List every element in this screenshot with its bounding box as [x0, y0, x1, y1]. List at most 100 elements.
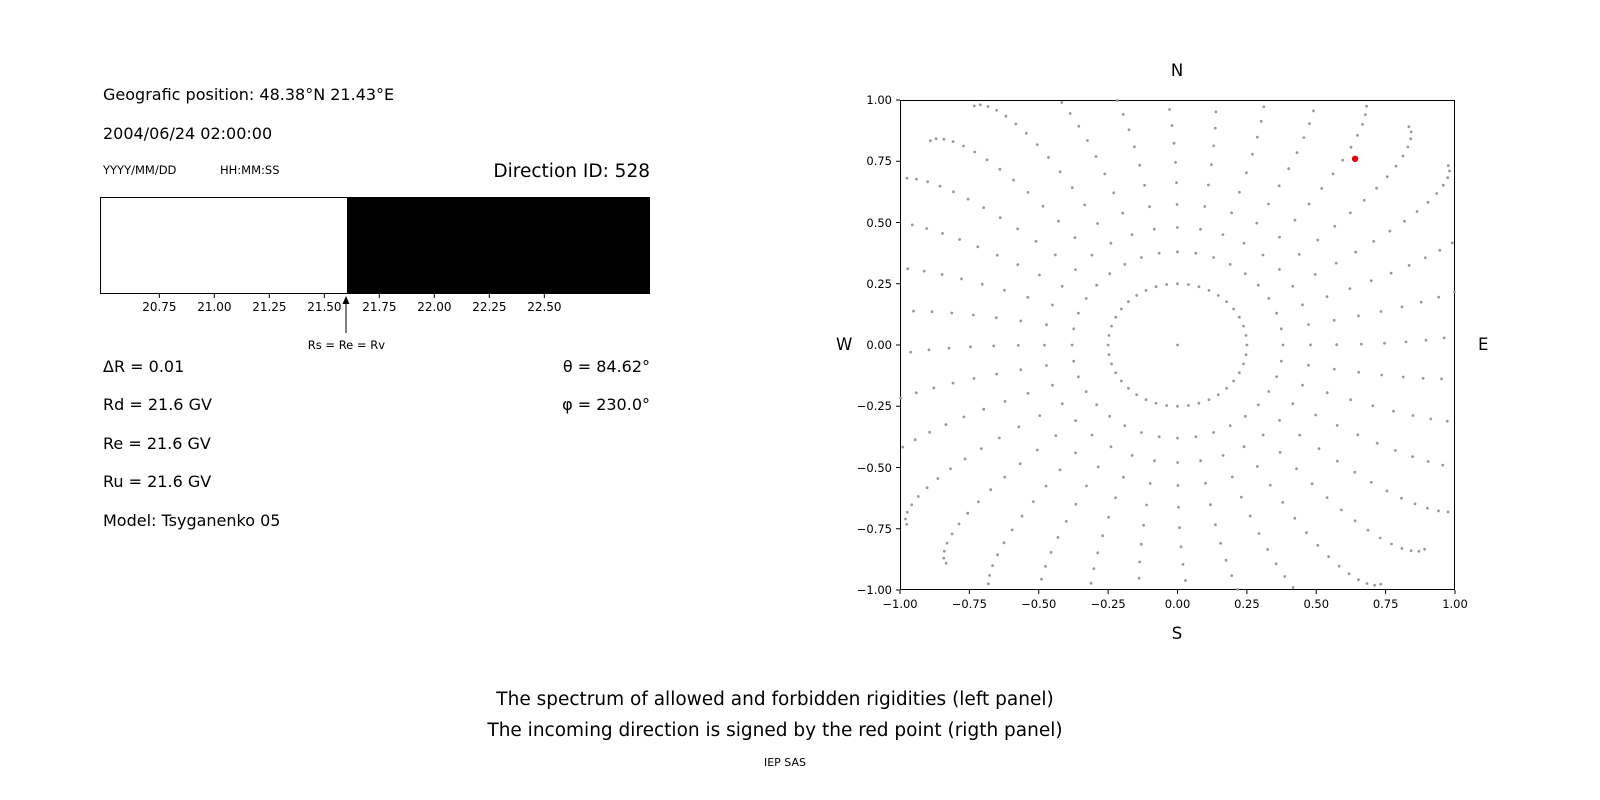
y-tick-label: 0.25 — [866, 276, 892, 291]
direction-dot — [1184, 579, 1187, 582]
forbidden-region — [346, 198, 649, 293]
direction-dot — [944, 423, 948, 426]
direction-dot — [910, 503, 914, 507]
y-tick-label: 1.00 — [866, 93, 892, 107]
direction-dot — [1092, 567, 1096, 571]
direction-dot — [1109, 445, 1113, 449]
direction-plot-panel: N S W E −1.00 −0.75 −0.50 −0.25 0.00 0.25 0.50… — [830, 55, 1525, 680]
direction-dot — [1074, 502, 1078, 506]
direction-dot — [1199, 459, 1203, 463]
direction-dot — [1278, 419, 1281, 422]
direction-dot — [1138, 560, 1142, 564]
direction-dot — [1213, 126, 1217, 130]
direction-dot — [1095, 283, 1099, 287]
tick-mark — [213, 294, 215, 298]
direction-dot — [899, 396, 902, 400]
direction-dot — [1348, 287, 1352, 290]
x-tick-label: 0.50 — [1303, 597, 1330, 611]
spectrum-tick: 22.50 — [527, 294, 562, 314]
direction-dot — [1409, 137, 1413, 141]
tick-mark — [433, 294, 435, 298]
direction-dot — [1225, 300, 1228, 304]
direction-dot — [1086, 139, 1089, 142]
direction-dot — [1317, 447, 1321, 450]
direction-dot — [1232, 379, 1235, 383]
direction-dot — [950, 532, 954, 536]
direction-dot — [926, 180, 929, 184]
direction-dot — [929, 139, 932, 143]
direction-dot — [1407, 264, 1411, 267]
direction-dot — [1445, 419, 1449, 423]
direction-dot — [996, 553, 999, 557]
direction-dot — [1010, 528, 1014, 532]
direction-dot — [982, 407, 986, 411]
direction-dot — [1307, 323, 1310, 326]
direction-dot — [1207, 398, 1211, 401]
direction-dot — [1316, 544, 1320, 547]
direction-dot — [912, 309, 915, 313]
direction-dot — [1378, 536, 1382, 540]
direction-dot — [914, 391, 918, 395]
direction-dot — [942, 556, 946, 560]
direction-dot — [1332, 367, 1336, 371]
direction-dot — [1437, 509, 1440, 513]
direction-dot — [957, 522, 961, 526]
y-tick-label: −0.75 — [856, 521, 892, 536]
direction-dot — [1157, 435, 1161, 439]
direction-dot — [1242, 241, 1246, 245]
direction-dot — [915, 177, 918, 181]
direction-dot — [1123, 263, 1127, 266]
direction-dot — [1278, 235, 1281, 239]
direction-dot — [1312, 109, 1315, 113]
direction-dot — [1369, 279, 1373, 283]
direction-dot — [1073, 236, 1077, 240]
direction-dot — [1114, 496, 1117, 500]
direction-dot — [1429, 417, 1433, 421]
direction-dot — [1262, 105, 1266, 109]
direction-dot — [1228, 424, 1232, 427]
direction-dot — [1077, 375, 1080, 379]
direction-dot — [1424, 256, 1427, 260]
direction-dot — [1364, 113, 1367, 116]
direction-dot — [979, 103, 982, 107]
datetime: 2004/06/24 02:00:00 — [103, 124, 273, 143]
spectrum-tick: 22.00 — [417, 294, 452, 314]
direction-dot — [1365, 104, 1368, 108]
direction-dot — [1242, 362, 1245, 366]
direction-dot — [1172, 141, 1176, 145]
direction-dot — [1259, 119, 1263, 123]
direction-dot — [1297, 253, 1301, 256]
param-delta-r: ΔR = 0.01 — [103, 357, 185, 376]
direction-dot — [1130, 454, 1134, 457]
direction-dot — [1307, 202, 1311, 206]
direction-dot — [1204, 481, 1207, 485]
direction-dot — [1243, 272, 1247, 276]
direction-dot — [1245, 171, 1248, 175]
direction-dot — [1003, 475, 1007, 479]
direction-dot — [1120, 307, 1123, 311]
direction-dot — [1298, 433, 1302, 437]
direction-dot — [1077, 311, 1080, 315]
direction-dot — [1441, 183, 1445, 187]
direction-dot — [1359, 342, 1363, 346]
direction-dot — [1337, 564, 1341, 568]
compass-south-label: S — [1171, 624, 1183, 643]
direction-dot — [1279, 327, 1283, 331]
direction-dot — [1278, 451, 1282, 454]
direction-dot — [1407, 125, 1411, 129]
direction-dot — [1194, 251, 1198, 255]
direction-dot — [1035, 143, 1039, 146]
direction-dot — [1179, 545, 1183, 549]
direction-dot — [1295, 151, 1299, 154]
spectrum-tick: 21.75 — [362, 294, 397, 314]
compass-west-label: W — [836, 335, 853, 354]
direction-dot — [1178, 526, 1181, 530]
direction-dot — [1388, 229, 1392, 233]
direction-dot — [913, 438, 917, 442]
direction-dot — [960, 277, 963, 281]
direction-dot — [950, 311, 954, 315]
direction-dot — [1144, 289, 1148, 292]
direction-dot — [1239, 495, 1243, 499]
direction-dot — [1108, 272, 1112, 276]
tick-label: 21.25 — [252, 300, 287, 314]
